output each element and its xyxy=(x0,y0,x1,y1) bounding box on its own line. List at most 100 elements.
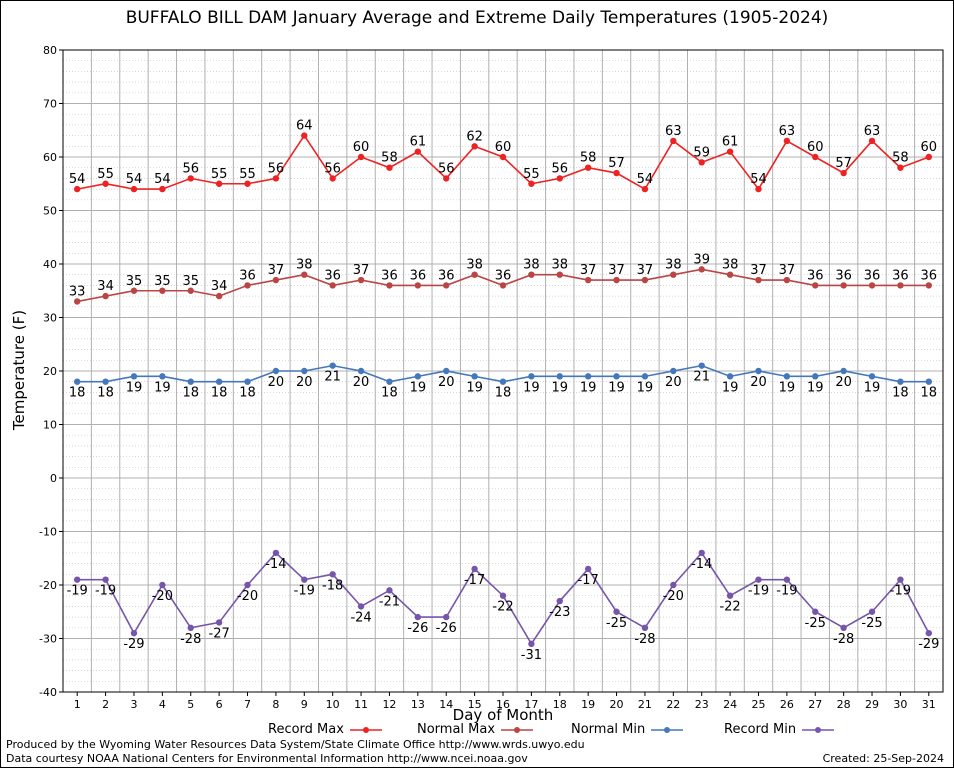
record-max-point xyxy=(868,137,876,145)
normal-max-data-label: 36 xyxy=(864,268,881,283)
normal-min-point xyxy=(698,362,705,369)
record-max-point xyxy=(698,159,705,166)
record-max-data-label: 60 xyxy=(807,140,824,155)
normal-min-data-label: 19 xyxy=(779,380,796,395)
normal-min-point xyxy=(868,373,876,380)
x-tick-label: 8 xyxy=(272,698,279,711)
legend-normal-min: Normal Min xyxy=(571,722,685,738)
record-max-data-label: 55 xyxy=(239,167,256,182)
record-min-data-label: -18 xyxy=(322,578,343,593)
normal-max-point xyxy=(215,292,223,300)
x-tick-label: 11 xyxy=(354,698,368,711)
y-tick-label: 70 xyxy=(43,98,57,111)
record-max-point xyxy=(783,137,791,145)
normal-min-data-label: 19 xyxy=(807,380,824,395)
normal-max-point xyxy=(556,271,563,278)
record-max-point xyxy=(215,180,223,187)
record-min-point xyxy=(471,565,478,573)
record-min-point xyxy=(159,581,166,589)
record-max-data-label: 54 xyxy=(154,172,171,187)
record-min-data-label: -17 xyxy=(464,573,485,588)
normal-max-point xyxy=(386,282,393,289)
record-max-data-label: 56 xyxy=(324,161,341,176)
record-min-data-label: -27 xyxy=(209,626,230,641)
normal-max-point xyxy=(840,282,847,289)
normal-max-data-label: 33 xyxy=(69,284,86,299)
normal-min-data-label: 18 xyxy=(211,386,228,401)
y-tick-label: 30 xyxy=(43,312,57,325)
record-min-point xyxy=(187,624,194,631)
y-tick-label: 0 xyxy=(50,472,57,485)
x-tick-label: 31 xyxy=(922,698,936,711)
x-tick-label: 7 xyxy=(244,698,251,711)
normal-max-data-label: 38 xyxy=(665,258,682,273)
record-min-data-label: -19 xyxy=(776,584,797,599)
normal-min-point xyxy=(755,367,762,375)
y-tick-label: 80 xyxy=(43,44,57,57)
record-max-data-label: 55 xyxy=(97,167,114,182)
normal-min-point xyxy=(386,378,393,385)
normal-max-point xyxy=(584,276,592,284)
normal-max-point xyxy=(897,282,904,289)
record-min-point xyxy=(755,576,762,583)
record-min-data-label: -29 xyxy=(918,637,939,652)
record-min-data-label: -20 xyxy=(663,589,684,604)
x-tick-label: 30 xyxy=(893,698,907,711)
record-min-data-label: -25 xyxy=(861,616,882,631)
normal-max-point xyxy=(102,292,109,300)
y-tick-label: 10 xyxy=(43,419,57,432)
legend-label: Normal Max xyxy=(417,722,496,737)
record-max-data-label: 55 xyxy=(211,167,228,182)
x-tick-label: 17 xyxy=(524,698,538,711)
normal-max-data-label: 36 xyxy=(495,268,512,283)
record-max-data-label: 54 xyxy=(637,172,654,187)
record-max-data-label: 64 xyxy=(296,119,313,134)
normal-min-point xyxy=(613,373,620,380)
normal-max-data-label: 37 xyxy=(608,263,625,278)
normal-max-point xyxy=(301,271,308,278)
normal-min-point xyxy=(641,373,649,380)
legend-label: Normal Min xyxy=(571,722,646,737)
normal-min-data-label: 20 xyxy=(750,375,767,390)
record-max-data-label: 54 xyxy=(126,172,143,187)
record-max-data-label: 61 xyxy=(410,135,427,150)
record-max-data-label: 63 xyxy=(779,124,796,139)
x-tick-label: 19 xyxy=(581,698,595,711)
record-min-point xyxy=(528,640,535,648)
y-tick-label: -40 xyxy=(39,686,57,699)
normal-max-data-label: 35 xyxy=(182,274,199,289)
normal-max-data-label: 35 xyxy=(126,274,143,289)
x-tick-label: 10 xyxy=(326,698,340,711)
x-tick-label: 14 xyxy=(439,698,453,711)
record-min-data-label: -28 xyxy=(833,632,854,647)
record-min-point xyxy=(102,576,109,583)
record-max-point xyxy=(897,164,904,171)
normal-max-data-label: 38 xyxy=(552,258,569,273)
normal-max-data-label: 39 xyxy=(693,252,710,267)
normal-min-point xyxy=(925,378,933,385)
normal-max-point xyxy=(244,282,251,289)
normal-max-point xyxy=(641,276,649,284)
normal-min-data-label: 18 xyxy=(239,386,256,401)
x-tick-label: 24 xyxy=(723,698,737,711)
normal-max-point xyxy=(783,276,791,284)
normal-min-point xyxy=(102,378,109,385)
normal-min-point xyxy=(783,373,791,380)
record-max-point xyxy=(443,175,450,182)
x-axis-label: Day of Month xyxy=(452,706,554,724)
record-max-point xyxy=(187,175,194,182)
x-tick-label: 3 xyxy=(130,698,137,711)
x-tick-label: 6 xyxy=(216,698,223,711)
normal-max-point xyxy=(73,298,81,305)
record-min-point xyxy=(613,608,620,615)
record-min-data-label: -17 xyxy=(578,573,599,588)
record-max-data-label: 60 xyxy=(495,140,512,155)
normal-max-data-label: 36 xyxy=(239,268,256,283)
record-max-point xyxy=(613,169,620,177)
record-min-point xyxy=(414,613,422,621)
record-min-point xyxy=(698,549,705,557)
record-max-point xyxy=(471,143,478,150)
record-min-point xyxy=(584,565,592,573)
normal-min-point xyxy=(584,373,592,380)
record-min-data-label: -23 xyxy=(549,605,570,620)
